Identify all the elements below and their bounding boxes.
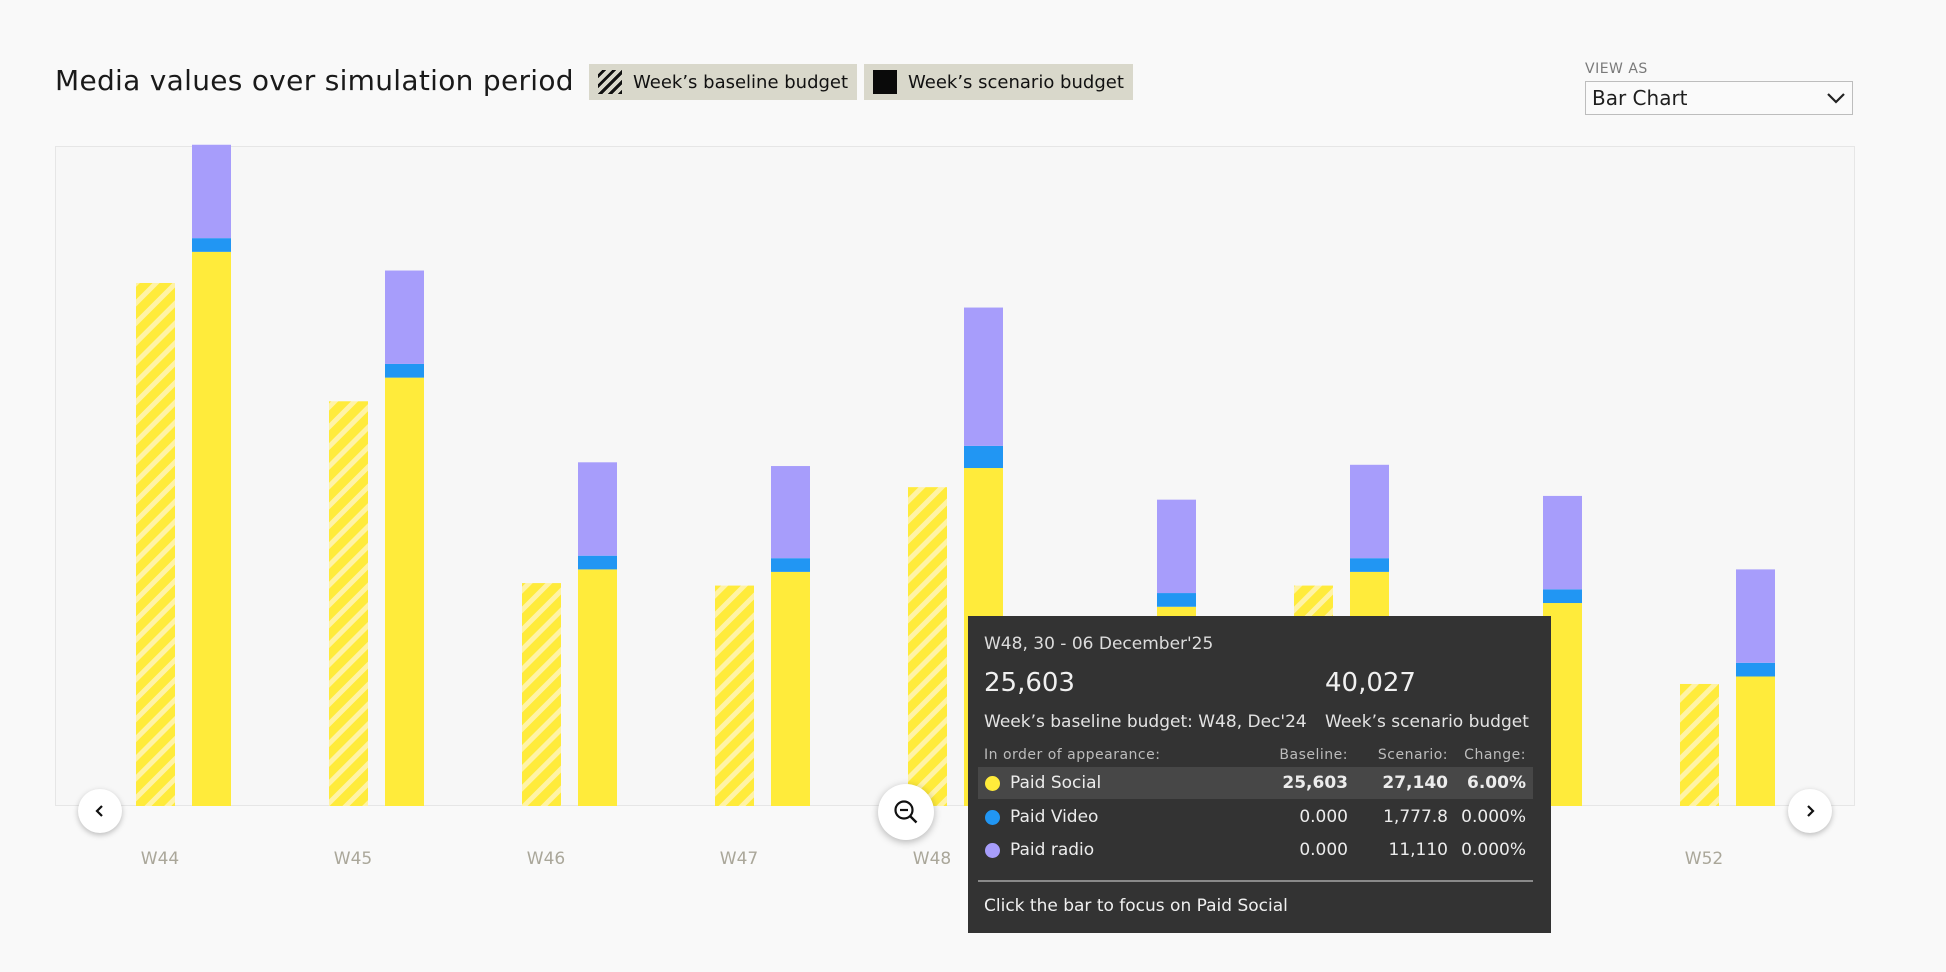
legend-baseline-label: Week’s baseline budget (633, 71, 849, 93)
tooltip-divider (978, 880, 1533, 882)
x-tick-w44: W44 (141, 849, 179, 869)
prev-week-button[interactable] (78, 789, 122, 833)
scenario-bar-w49-paid-video[interactable] (1157, 593, 1196, 607)
tooltip-order-label: In order of appearance: (984, 747, 1161, 763)
baseline-swatch-icon (598, 70, 622, 94)
tooltip-baseline-label: Week’s baseline budget: W48, Dec'24 (984, 712, 1307, 732)
tooltip-col-baseline: Baseline: (1279, 747, 1348, 763)
legend-baseline[interactable]: Week’s baseline budget (589, 64, 858, 100)
scenario-bar-w47-paid-social[interactable] (771, 571, 810, 806)
paid-video-dot-icon (985, 809, 1000, 825)
baseline-bar-w48-paid-social[interactable] (908, 487, 947, 806)
tooltip-row-paid-video: Paid Video 0.000 1,777.8 0.000% (978, 801, 1533, 833)
scenario-bar-w45-paid-social[interactable] (385, 377, 424, 806)
scenario-bar-w50-paid-video[interactable] (1350, 558, 1389, 572)
tooltip-scenario-label: Week’s scenario budget (1325, 712, 1529, 732)
bar-tooltip: W48, 30 - 06 December'25 25,603 40,027 W… (968, 616, 1551, 933)
tooltip-footer: Click the bar to focus on Paid Social (984, 896, 1288, 916)
zoom-out-icon (894, 800, 918, 824)
tooltip-scenario-total: 40,027 (1325, 668, 1416, 698)
scenario-bar-w52-paid-social[interactable] (1736, 676, 1775, 806)
scenario-bar-w51-paid-video[interactable] (1543, 589, 1582, 604)
x-tick-w46: W46 (527, 849, 565, 869)
scenario-swatch-icon (873, 70, 897, 94)
scenario-bar-w47-paid-video[interactable] (771, 558, 810, 572)
paid-radio-dot-icon (985, 842, 1000, 858)
view-as-value: Bar Chart (1592, 86, 1688, 110)
scenario-bar-w51-paid-radio[interactable] (1543, 495, 1582, 590)
scenario-bar-w50-paid-radio[interactable] (1350, 464, 1389, 559)
chevron-left-icon (95, 805, 103, 817)
view-as-select[interactable]: Bar Chart (1585, 81, 1853, 115)
legend-scenario-label: Week’s scenario budget (908, 71, 1124, 93)
scenario-bar-w52-paid-radio[interactable] (1736, 569, 1775, 663)
tooltip-week: W48, 30 - 06 December'25 (984, 634, 1214, 654)
scenario-bar-w47-paid-radio[interactable] (771, 466, 810, 559)
tooltip-baseline-total: 25,603 (984, 668, 1075, 698)
scenario-bar-w44-paid-video[interactable] (192, 238, 231, 252)
scenario-bar-w46-paid-radio[interactable] (578, 462, 617, 556)
view-as-label: VIEW AS (1585, 61, 1648, 77)
baseline-bar-w44-paid-social[interactable] (136, 282, 175, 806)
tooltip-row-paid-social: Paid Social 25,603 27,140 6.00% (978, 767, 1533, 799)
tooltip-row-paid-radio: Paid radio 0.000 11,110 0.000% (978, 834, 1533, 866)
chart-title: Media values over simulation period (55, 64, 574, 97)
x-tick-w48: W48 (913, 849, 951, 869)
chevron-down-icon (1827, 93, 1845, 104)
scenario-bar-w44-paid-social[interactable] (192, 251, 231, 806)
baseline-bar-w45-paid-social[interactable] (329, 401, 368, 806)
x-tick-w52: W52 (1685, 849, 1723, 869)
legend-scenario[interactable]: Week’s scenario budget (864, 64, 1133, 100)
chevron-right-icon (1807, 805, 1815, 817)
tooltip-col-scenario: Scenario: (1377, 747, 1448, 763)
paid-social-dot-icon (985, 775, 1000, 791)
scenario-bar-w45-paid-radio[interactable] (385, 270, 424, 364)
baseline-bar-w52-paid-social[interactable] (1680, 683, 1719, 806)
scenario-bar-w49-paid-radio[interactable] (1157, 499, 1196, 594)
scenario-bar-w46-paid-video[interactable] (578, 555, 617, 570)
tooltip-col-change: Change: (1464, 747, 1526, 763)
baseline-bar-w47-paid-social[interactable] (715, 585, 754, 806)
scenario-bar-w46-paid-social[interactable] (578, 569, 617, 806)
zoom-out-button[interactable] (878, 784, 934, 840)
scenario-bar-w45-paid-video[interactable] (385, 363, 424, 378)
scenario-bar-w48-paid-radio[interactable] (964, 307, 1003, 446)
scenario-bar-w52-paid-video[interactable] (1736, 662, 1775, 677)
scenario-bar-w48-paid-video[interactable] (964, 445, 1003, 469)
next-week-button[interactable] (1788, 789, 1832, 833)
x-tick-w45: W45 (334, 849, 372, 869)
x-tick-w47: W47 (720, 849, 758, 869)
scenario-bar-w44-paid-radio[interactable] (192, 144, 231, 239)
baseline-bar-w46-paid-social[interactable] (522, 583, 561, 806)
